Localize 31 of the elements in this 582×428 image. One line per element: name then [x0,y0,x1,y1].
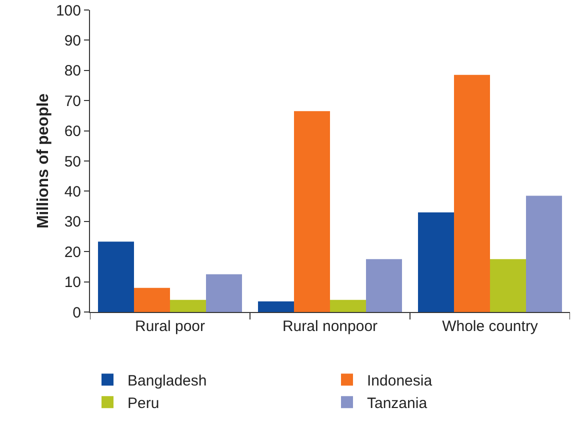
bar [294,111,330,312]
y-axis-title: Millions of people [35,93,52,229]
legend-label: Tanzania [367,394,428,412]
y-tick-label: 0 [72,304,81,322]
bar [454,74,490,312]
y-tick-label: 50 [64,153,81,170]
legend-label: Indonesia [367,372,433,390]
y-tick-label: 20 [64,244,81,261]
bar [134,288,170,312]
x-tick-label: Whole country [442,318,538,335]
legend-label: Bangladesh [128,372,207,390]
bar [526,196,562,312]
legend-label: Peru [128,394,160,412]
y-tick-label: 80 [64,62,81,80]
bar [418,212,454,312]
bar [206,274,242,312]
y-tick-label: 30 [64,214,81,231]
bar [366,259,402,312]
y-tick-label: 70 [64,92,81,110]
y-tick-label: 90 [64,32,81,50]
y-tick-label: 100 [56,2,81,20]
bar [490,259,526,312]
x-tick-label: Rural poor [134,318,206,335]
x-tick-label: Rural nonpoor [282,318,378,335]
bar [98,242,134,312]
bar [330,300,366,312]
y-tick-label: 40 [64,183,81,200]
bar [170,300,206,312]
bar [258,301,294,312]
y-tick-label: 60 [64,123,81,140]
y-tick-label: 10 [64,274,81,292]
